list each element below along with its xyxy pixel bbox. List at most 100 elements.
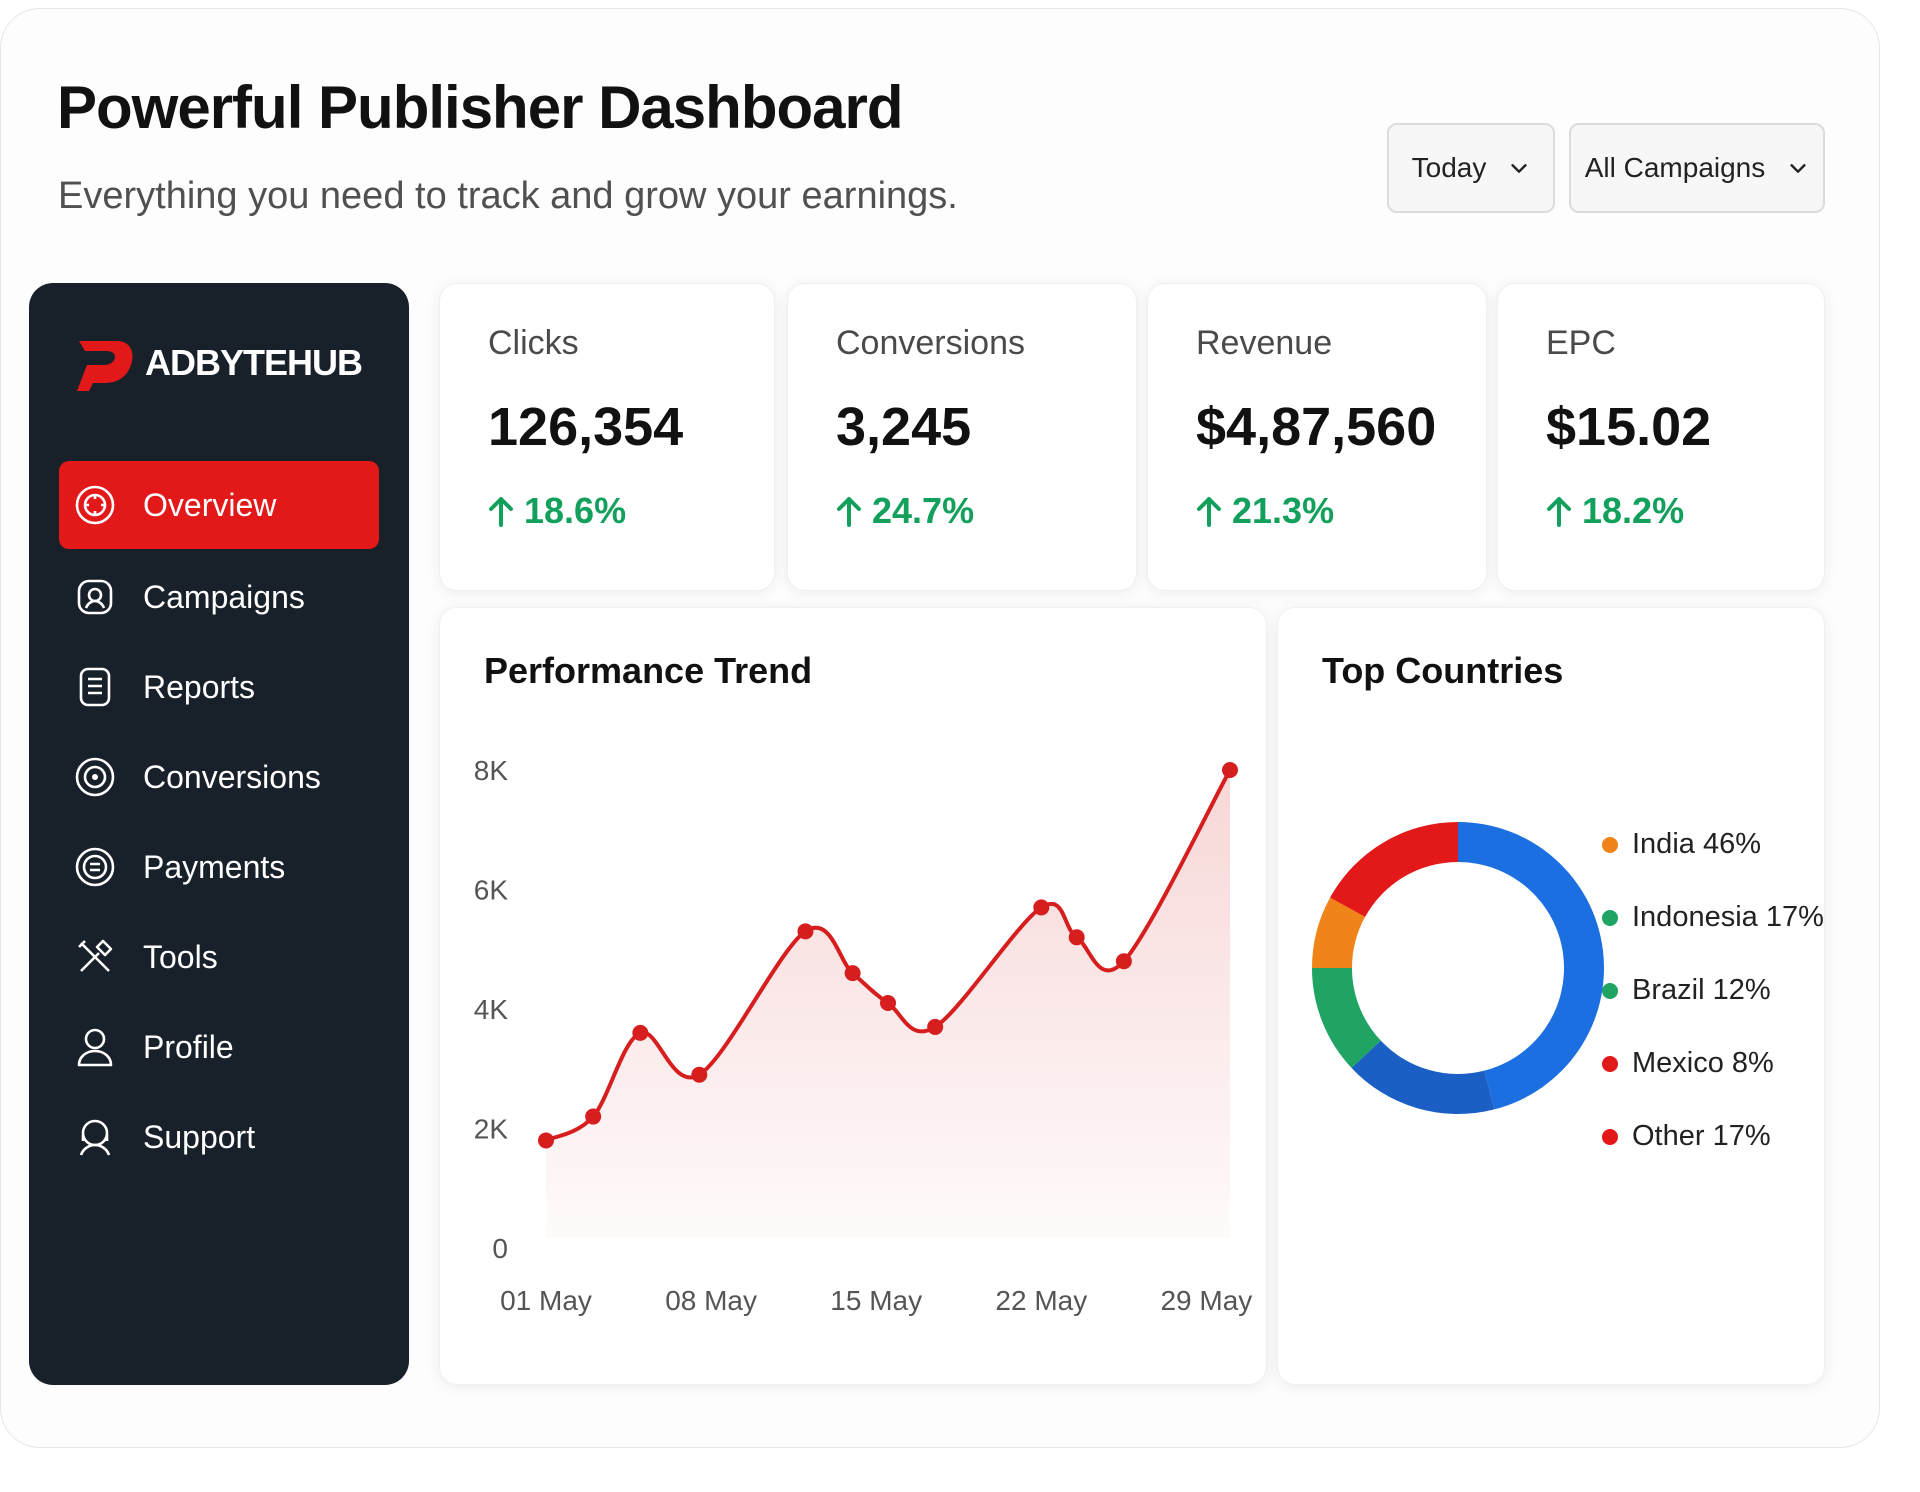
legend-dot xyxy=(1602,909,1618,926)
sidebar-item-payments[interactable]: Payments xyxy=(59,823,379,911)
stat-change: 21.3% xyxy=(1196,490,1334,532)
overview-icon xyxy=(75,485,115,525)
dashboard-frame: Powerful Publisher Dashboard Everything … xyxy=(0,8,1880,1448)
trend-point xyxy=(632,1024,649,1041)
legend-item-india: India 46% xyxy=(1602,828,1761,861)
trend-point xyxy=(880,995,896,1012)
trend-point xyxy=(585,1108,602,1125)
x-tick-label: 29 May xyxy=(1160,1285,1252,1316)
trend-point xyxy=(844,965,861,982)
trend-point xyxy=(927,1018,944,1035)
y-tick-label: 2K xyxy=(474,1114,509,1145)
sidebar-item-label: Campaigns xyxy=(143,578,305,615)
sidebar-item-reports[interactable]: Reports xyxy=(59,643,379,731)
y-tick-label: 4K xyxy=(474,994,509,1025)
tools-icon xyxy=(78,939,113,972)
legend-item-indonesia: Indonesia 17% xyxy=(1602,901,1824,934)
sidebar-item-tools[interactable]: Tools xyxy=(59,913,379,1001)
y-tick-label: 6K xyxy=(474,875,509,906)
sidebar-item-support[interactable]: Support xyxy=(59,1093,379,1181)
page-subtitle: Everything you need to track and grow yo… xyxy=(58,175,958,217)
legend-dot xyxy=(1602,1128,1618,1145)
legend-dot xyxy=(1602,982,1618,999)
stat-value: 126,354 xyxy=(488,397,684,457)
stat-change-value: 18.6% xyxy=(524,490,627,531)
sidebar-item-label: Support xyxy=(143,1118,256,1155)
page-title: Powerful Publisher Dashboard xyxy=(57,74,903,141)
date-range-dropdown[interactable]: Today xyxy=(1387,123,1555,213)
stat-label: Clicks xyxy=(488,324,579,362)
stat-card-clicks: Clicks 126,354 18.6% xyxy=(439,283,775,591)
legend-item-mexico: Mexico 8% xyxy=(1602,1047,1774,1080)
sidebar-item-label: Tools xyxy=(143,938,218,975)
profile-icon xyxy=(77,1028,113,1067)
legend-item-brazil: Brazil 12% xyxy=(1602,974,1771,1007)
sidebar-item-label: Overview xyxy=(143,486,277,523)
trend-point xyxy=(691,1066,708,1083)
stat-change-value: 21.3% xyxy=(1232,490,1335,531)
stat-change: 24.7% xyxy=(836,490,974,532)
sidebar-item-campaigns[interactable]: Campaigns xyxy=(59,553,379,641)
trend-point xyxy=(1222,762,1238,778)
sidebar-item-conversions[interactable]: Conversions xyxy=(59,733,379,821)
sidebar: ADBYTEHUB Overview Campaigns Reports Con… xyxy=(29,283,409,1385)
x-tick-label: 08 May xyxy=(665,1285,757,1316)
sidebar-item-label: Reports xyxy=(143,668,256,705)
donut-slice-india xyxy=(1458,822,1604,1110)
stat-card-epc: EPC $15.02 18.2% xyxy=(1497,283,1825,591)
payments-icon xyxy=(75,847,115,887)
trend-point xyxy=(1068,929,1085,946)
donut-slice-indonesia xyxy=(1351,1040,1495,1114)
legend-label: Brazil 12% xyxy=(1632,974,1771,1006)
stat-card-conversions: Conversions 3,245 24.7% xyxy=(787,283,1137,591)
brand-logo[interactable]: ADBYTEHUB xyxy=(73,335,363,391)
performance-trend-card: Performance Trend 0 2K 4K 6K 8K 01 May 08 May 1… xyxy=(439,607,1267,1385)
sidebar-item-label: Profile xyxy=(143,1028,234,1065)
trend-point xyxy=(1033,899,1050,916)
trend-point xyxy=(1115,953,1132,970)
stat-value: $4,87,560 xyxy=(1196,397,1437,457)
brand-name: ADBYTEHUB xyxy=(145,342,363,383)
sidebar-item-profile[interactable]: Profile xyxy=(59,1003,379,1091)
y-tick-label: 8K xyxy=(474,755,509,786)
top-countries-donut-chart xyxy=(1312,822,1604,1114)
donut-slice-mexico xyxy=(1312,897,1366,968)
x-tick-label: 22 May xyxy=(995,1285,1087,1316)
sidebar-item-overview[interactable]: Overview xyxy=(59,461,379,549)
x-tick-label: 15 May xyxy=(830,1285,922,1316)
performance-trend-chart: 0 2K 4K 6K 8K 01 May 08 May 15 May 22 May 29 May xyxy=(474,755,1253,1316)
campaigns-icon xyxy=(77,579,113,615)
donut-slice-brazil xyxy=(1312,968,1381,1068)
conversions-icon xyxy=(75,757,115,797)
top-countries-title: Top Countries xyxy=(1322,650,1564,691)
reports-icon xyxy=(79,667,111,707)
chevron-down-icon xyxy=(1790,164,1806,173)
arrow-up-icon xyxy=(837,497,861,527)
campaign-filter-dropdown[interactable]: All Campaigns xyxy=(1569,123,1825,213)
legend-dot xyxy=(1602,1055,1618,1072)
arrow-up-icon xyxy=(489,497,513,527)
legend-label: Other 17% xyxy=(1632,1120,1771,1152)
date-range-label: Today xyxy=(1411,152,1487,183)
legend-dot xyxy=(1602,836,1618,853)
stat-change-value: 18.2% xyxy=(1582,490,1685,531)
top-countries-card: Top Countries India 46% Indonesia 17% Braz… xyxy=(1277,607,1825,1385)
stat-change-value: 24.7% xyxy=(872,490,975,531)
stat-value: 3,245 xyxy=(836,397,972,457)
y-tick-label: 0 xyxy=(492,1233,508,1264)
arrow-up-icon xyxy=(1197,497,1221,527)
stat-label: EPC xyxy=(1546,324,1616,362)
support-icon xyxy=(79,1119,111,1156)
sidebar-item-label: Conversions xyxy=(143,758,321,795)
x-tick-label: 01 May xyxy=(500,1285,592,1316)
campaign-filter-label: All Campaigns xyxy=(1584,152,1766,183)
stat-change: 18.2% xyxy=(1546,490,1684,532)
stat-value: $15.02 xyxy=(1546,397,1712,457)
performance-trend-title: Performance Trend xyxy=(484,650,813,691)
stat-card-revenue: Revenue $4,87,560 21.3% xyxy=(1147,283,1487,591)
brand-logo-icon xyxy=(77,341,133,391)
stat-change: 18.6% xyxy=(488,490,626,532)
legend-label: Indonesia 17% xyxy=(1632,901,1824,933)
trend-point xyxy=(797,923,814,940)
donut-slice-other xyxy=(1330,822,1458,917)
